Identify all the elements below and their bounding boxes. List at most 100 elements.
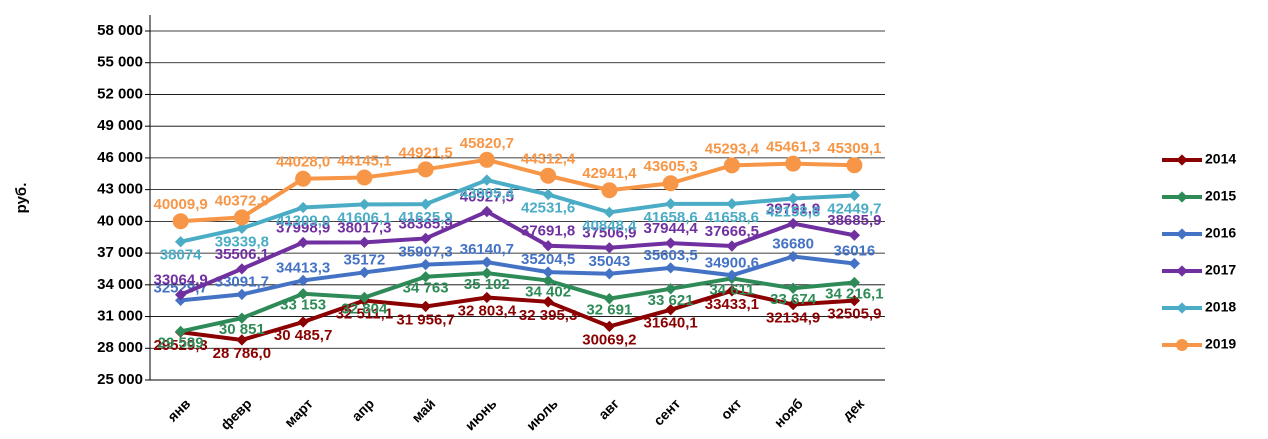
data-label: 37944,4 — [644, 220, 699, 237]
data-label: 41658,6 — [705, 209, 759, 226]
marker — [358, 236, 371, 248]
marker — [601, 182, 618, 199]
data-label: 32505,9 — [827, 306, 881, 323]
y-tick-label: 49 000 — [97, 117, 143, 134]
x-tick-label: дек — [839, 395, 868, 424]
x-tick-label: авг — [595, 395, 622, 422]
marker — [356, 169, 373, 186]
data-label: 38017,3 — [337, 219, 391, 236]
marker — [542, 296, 554, 308]
marker — [297, 201, 309, 214]
marker — [848, 229, 861, 241]
data-label: 40848,4 — [582, 217, 637, 234]
marker — [236, 334, 248, 346]
legend-label: 2016 — [1205, 225, 1236, 241]
marker — [787, 282, 799, 294]
legend-marker — [1176, 339, 1188, 351]
data-label: 35603,5 — [644, 247, 698, 264]
x-tick-label: янв — [164, 395, 193, 424]
data-label: 37666,5 — [705, 223, 759, 240]
marker — [664, 283, 677, 295]
data-label: 32 395,3 — [519, 307, 577, 324]
data-label: 31640,1 — [644, 315, 698, 332]
data-label: 40372,9 — [215, 192, 269, 209]
marker — [848, 276, 861, 289]
data-label: 44028,0 — [276, 154, 330, 171]
data-label: 42941,4 — [582, 165, 637, 182]
series-line — [179, 209, 855, 297]
data-label: 33 621 — [648, 292, 694, 309]
marker — [236, 222, 248, 235]
marker — [419, 258, 432, 271]
marker — [419, 271, 432, 283]
data-label: 32 803,4 — [458, 302, 517, 319]
marker — [481, 267, 493, 279]
legend-marker — [1176, 265, 1188, 277]
data-label: 39339,8 — [215, 233, 269, 250]
data-label: 45820,7 — [460, 135, 514, 152]
marker — [664, 304, 677, 316]
data-label: 44921,5 — [399, 144, 453, 161]
legend-label: 2018 — [1205, 299, 1236, 315]
series-line — [180, 177, 855, 244]
data-label: 34 402 — [525, 284, 571, 301]
y-tick-label: 37 000 — [97, 244, 143, 261]
marker — [542, 274, 554, 287]
marker — [481, 291, 493, 304]
data-label: 35043 — [589, 253, 631, 270]
marker — [358, 198, 371, 211]
y-tick-label: 55 000 — [97, 54, 143, 71]
data-label: 32 691 — [586, 302, 632, 319]
data-label: 31 956,7 — [396, 311, 454, 328]
marker — [846, 157, 863, 174]
data-label: 41606,1 — [337, 209, 391, 226]
data-label: 42158,6 — [766, 204, 820, 221]
legend-label: 2017 — [1205, 262, 1236, 278]
marker — [236, 263, 248, 275]
marker — [297, 316, 309, 328]
marker — [603, 293, 616, 305]
marker — [603, 206, 616, 219]
data-label: 42449,7 — [827, 200, 881, 217]
x-tick-label: нояб — [771, 395, 806, 430]
marker — [664, 237, 677, 249]
marker — [174, 294, 187, 307]
data-label: 29 589 — [158, 334, 204, 351]
marker — [662, 175, 679, 192]
marker — [603, 268, 616, 280]
marker — [603, 320, 616, 333]
data-label: 35172 — [344, 251, 386, 268]
marker — [848, 294, 861, 307]
x-tick-label: март — [281, 395, 316, 430]
legend-label: 2014 — [1205, 151, 1236, 167]
data-label: 35907,3 — [399, 244, 453, 261]
legend-marker — [1176, 154, 1188, 166]
legend-label: 2015 — [1205, 188, 1236, 204]
marker — [233, 209, 250, 226]
data-label: 44145,1 — [337, 152, 391, 169]
data-label: 35506,1 — [215, 246, 269, 263]
data-label: 33 153 — [280, 297, 326, 314]
x-tick-label: февр — [217, 395, 254, 432]
marker — [236, 312, 248, 324]
marker — [297, 274, 309, 287]
marker — [419, 198, 432, 210]
data-label: 29529,3 — [154, 337, 208, 354]
marker — [787, 217, 799, 230]
marker — [542, 188, 554, 201]
legend-marker — [1176, 191, 1188, 203]
y-tick-label: 31 000 — [97, 308, 143, 325]
marker — [174, 325, 187, 338]
y-tick-label: 52 000 — [97, 85, 143, 102]
series-line — [180, 254, 855, 303]
marker — [785, 155, 802, 172]
marker — [419, 300, 432, 313]
y-tick-label: 58 000 — [97, 22, 143, 39]
marker — [174, 289, 187, 301]
marker — [664, 198, 677, 210]
marker — [542, 240, 554, 252]
legend-label: 2019 — [1205, 336, 1236, 352]
y-tick-label: 25 000 — [97, 371, 143, 388]
marker — [172, 213, 189, 230]
